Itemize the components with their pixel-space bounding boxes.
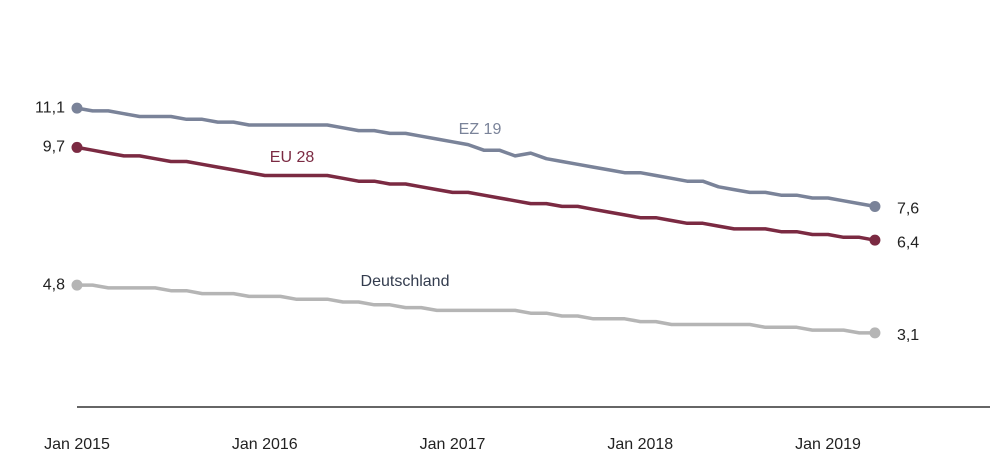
end-point	[869, 327, 881, 339]
end-point	[71, 102, 83, 114]
series-label: EZ 19	[459, 121, 502, 138]
end-point	[869, 200, 881, 212]
x-tick-label: Jan 2015	[44, 436, 110, 453]
value-label: 6,4	[897, 234, 919, 251]
series-line	[77, 283, 875, 335]
x-tick-label: Jan 2018	[607, 436, 673, 453]
series-line	[76, 145, 876, 242]
end-point	[71, 279, 83, 291]
value-label: 4,8	[43, 276, 65, 293]
value-label: 11,1	[35, 99, 65, 116]
series-line	[76, 106, 876, 209]
x-tick-label: Jan 2017	[420, 436, 486, 453]
value-label: 7,6	[897, 201, 919, 218]
value-label: 9,7	[43, 139, 65, 156]
series-label: EU 28	[270, 149, 315, 166]
series-label: Deutschland	[361, 273, 450, 290]
x-tick-label: Jan 2016	[232, 436, 298, 453]
end-point	[71, 141, 83, 153]
x-tick-label: Jan 2019	[795, 436, 861, 453]
end-point	[869, 234, 881, 246]
value-label: 3,1	[897, 327, 919, 344]
